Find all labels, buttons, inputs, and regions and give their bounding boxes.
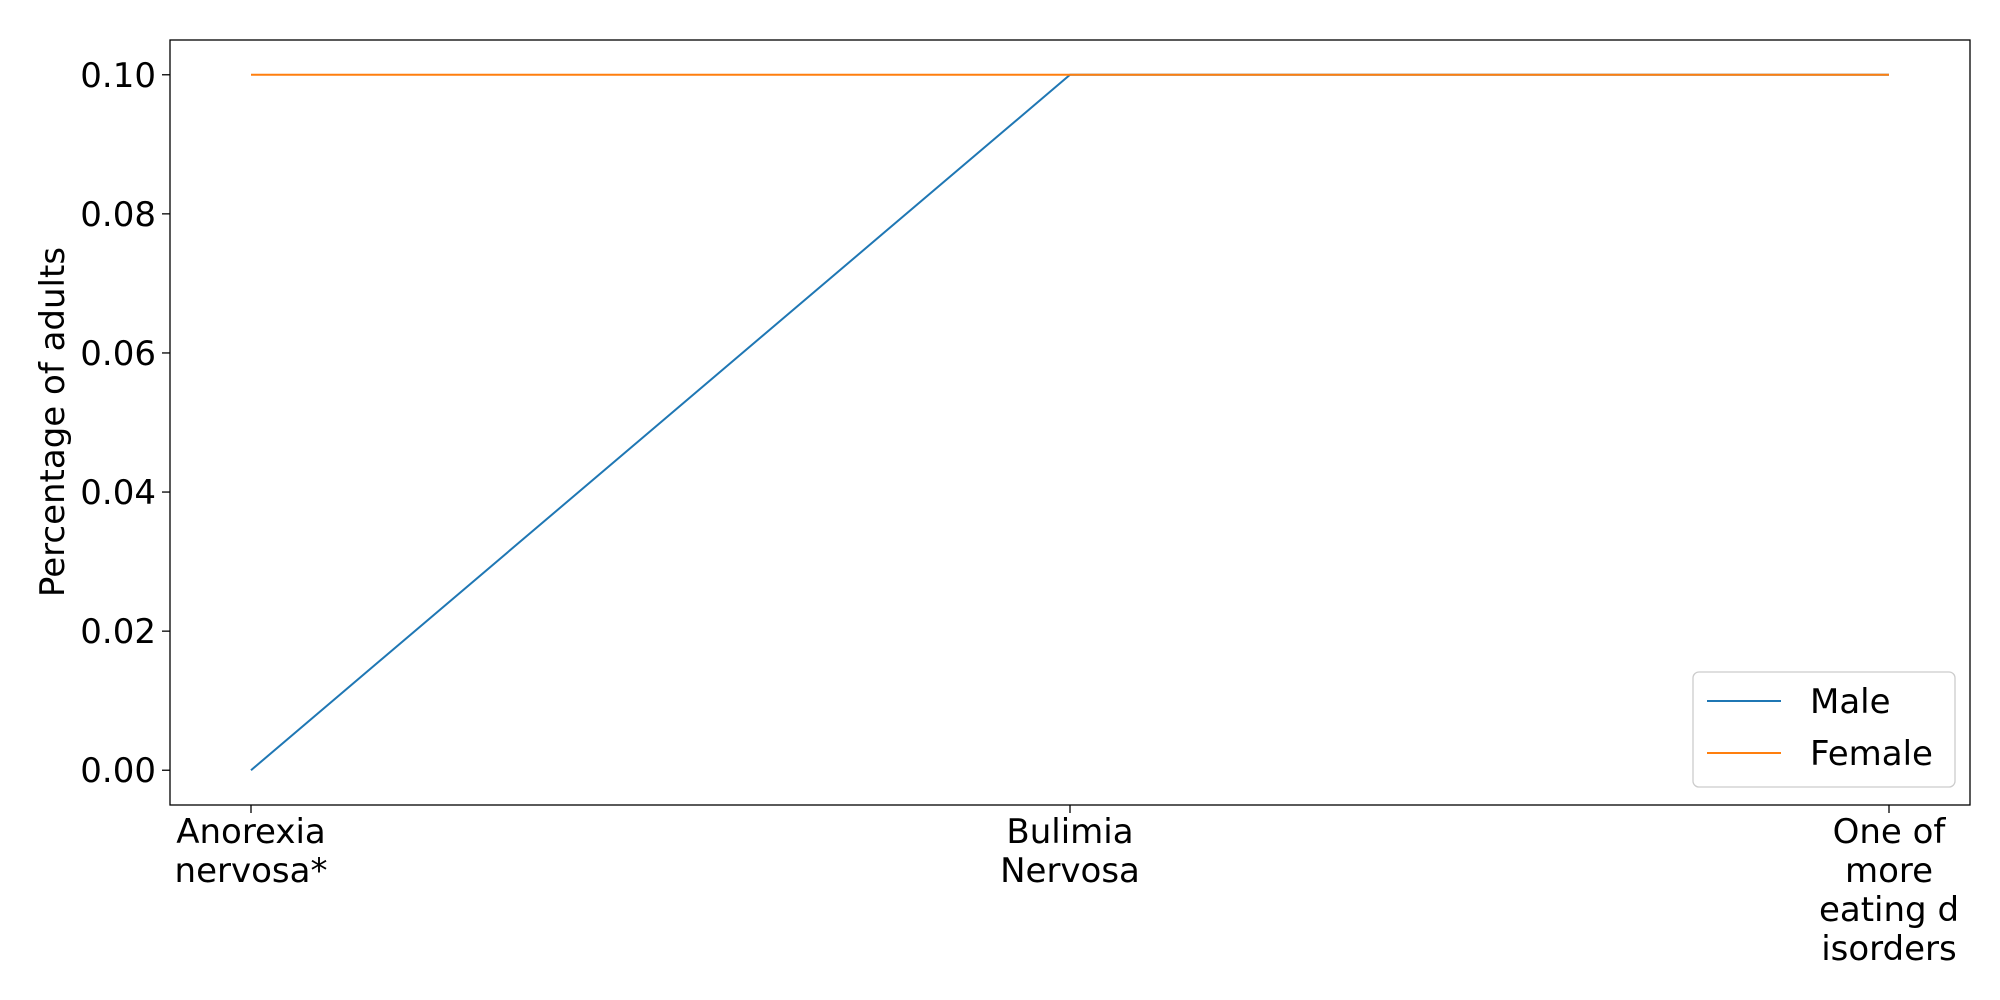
series-line-male — [250, 73, 1889, 771]
y-tick-label: 0.04 — [80, 473, 156, 513]
y-axis-title: Percentage of adults — [33, 247, 73, 597]
y-axis: 0.00 0.02 0.04 0.06 0.08 0.10 — [80, 56, 170, 791]
x-tick-label: Bulimia Nervosa — [1000, 812, 1140, 891]
x-tick-label-line: nervosa* — [175, 851, 328, 891]
x-tick-label-line: eating d — [1819, 890, 1959, 930]
legend-label-male: Male — [1810, 682, 1891, 722]
x-tick-label-line: Anorexia — [176, 812, 326, 852]
x-tick-label: Anorexia nervosa* — [175, 812, 328, 891]
x-tick-label-line: isorders — [1821, 929, 1957, 969]
legend-label-female: Female — [1810, 734, 1933, 774]
y-tick-label: 0.08 — [80, 195, 156, 235]
plot-series — [250, 73, 1889, 771]
x-tick-label-line: Bulimia — [1006, 812, 1133, 852]
x-tick-label-line: more — [1845, 851, 1933, 891]
y-tick-label: 0.02 — [80, 612, 156, 652]
y-tick-label: 0.06 — [80, 334, 156, 374]
x-tick-label-line: Nervosa — [1000, 851, 1140, 891]
plot-frame — [169, 39, 1971, 806]
y-tick-label: 0.10 — [80, 56, 156, 96]
x-axis: Anorexia nervosa* Bulimia Nervosa One of more… — [175, 805, 1959, 969]
x-tick-label-line: One of — [1833, 812, 1947, 852]
x-tick-label: One of more eating d isorders — [1819, 812, 1959, 969]
y-tick-label: 0.00 — [80, 751, 156, 791]
legend: Male Female — [1692, 671, 1956, 788]
